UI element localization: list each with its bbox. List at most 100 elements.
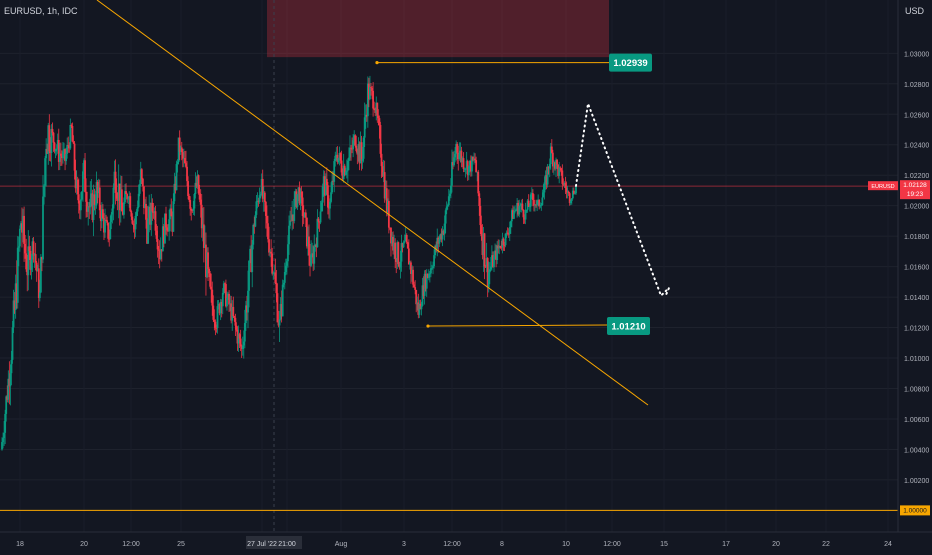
candle-body	[66, 145, 69, 154]
candle-body	[396, 242, 399, 262]
candle-body	[318, 221, 321, 223]
candle-body	[147, 218, 150, 244]
candle-body	[291, 214, 294, 221]
candle-body	[524, 209, 527, 220]
candle-body	[54, 149, 57, 152]
candle-body	[517, 202, 520, 215]
candle-body	[439, 234, 442, 239]
candle-body	[300, 191, 303, 198]
candle-body	[479, 206, 482, 226]
candle-body	[51, 128, 54, 133]
candle-body	[531, 193, 534, 200]
candle-body	[35, 262, 38, 272]
candle-body	[27, 246, 30, 276]
candle-body	[195, 182, 198, 187]
candle-body	[448, 193, 451, 197]
candle-body	[289, 220, 291, 226]
candle-body	[36, 268, 39, 272]
candle-body	[52, 132, 55, 143]
x-tick-label: 20	[80, 541, 88, 548]
candle-body	[457, 152, 460, 159]
candle-body	[440, 234, 443, 240]
candle-body	[59, 153, 62, 156]
candle-body	[527, 200, 530, 207]
candle-body	[134, 215, 137, 230]
candle-body	[540, 204, 543, 206]
candle-body	[375, 102, 378, 113]
swing-high-point[interactable]	[375, 61, 379, 65]
candle-body	[365, 114, 368, 117]
candle-body	[248, 260, 250, 291]
candle-body	[466, 161, 469, 176]
candle-body	[488, 269, 491, 273]
candle-body	[136, 207, 139, 212]
projection-path[interactable]	[575, 99, 670, 299]
candle-body	[446, 205, 449, 207]
candle-body	[433, 255, 435, 267]
swing-low-line[interactable]	[427, 324, 608, 327]
candle-body	[34, 254, 37, 263]
candle-body	[171, 216, 174, 232]
axis-currency: USD	[905, 6, 925, 16]
y-tick-label: 1.00200	[904, 478, 929, 485]
candle-body	[146, 219, 148, 244]
candle-body	[246, 305, 248, 313]
candle-body	[61, 155, 63, 159]
horizontal-line-label-bg	[900, 505, 930, 516]
x-tick-label: 12:00	[603, 541, 621, 548]
candle-body	[370, 87, 372, 89]
candle-body	[229, 303, 232, 305]
candle-body	[139, 169, 142, 185]
candle-body	[43, 185, 45, 197]
candle-body	[190, 208, 193, 211]
candle-body	[348, 157, 350, 161]
candle-body	[451, 162, 453, 186]
candle-body	[363, 117, 366, 138]
candle-body	[572, 190, 575, 194]
candle-body	[185, 163, 187, 167]
candle-body	[304, 212, 307, 218]
candle-body	[260, 178, 263, 195]
candle-body	[73, 143, 76, 171]
candle-body	[168, 219, 171, 232]
candle-body	[546, 166, 549, 185]
candle-body	[127, 198, 130, 200]
candle-body	[235, 325, 238, 330]
candle-body	[29, 250, 32, 270]
candle-body	[346, 160, 349, 171]
resistance-zone[interactable]	[267, 0, 609, 58]
candle-body	[56, 139, 59, 149]
candle-body	[9, 373, 12, 387]
candle-body	[412, 269, 414, 285]
candle-body	[23, 215, 25, 244]
swing-low-point[interactable]	[426, 324, 430, 328]
candle-body	[188, 196, 191, 201]
y-tick-label: 1.01000	[904, 356, 929, 363]
candle-body	[192, 208, 195, 211]
y-tick-label: 1.00800	[904, 387, 929, 394]
candle-body	[94, 204, 97, 206]
candle-body	[15, 283, 18, 303]
candle-body	[96, 181, 99, 194]
candle-body	[155, 230, 158, 239]
candle-body	[503, 245, 506, 246]
candle-body	[325, 178, 328, 186]
candle-body	[437, 237, 440, 244]
candle-body	[189, 200, 192, 209]
candle-body	[322, 176, 325, 187]
candle-body	[197, 175, 200, 194]
candle-body	[519, 205, 522, 207]
candle-body	[371, 88, 373, 91]
y-tick-label: 1.02600	[904, 112, 929, 119]
candle-body	[499, 245, 502, 248]
candle-body	[528, 206, 531, 208]
candle-body	[193, 194, 196, 209]
trendline[interactable]	[96, 0, 649, 406]
candle-body	[46, 148, 49, 154]
candle-body	[214, 321, 217, 328]
candle-body	[295, 191, 298, 207]
price-label-high: 1.02939	[609, 53, 652, 72]
candle-body	[550, 146, 553, 153]
